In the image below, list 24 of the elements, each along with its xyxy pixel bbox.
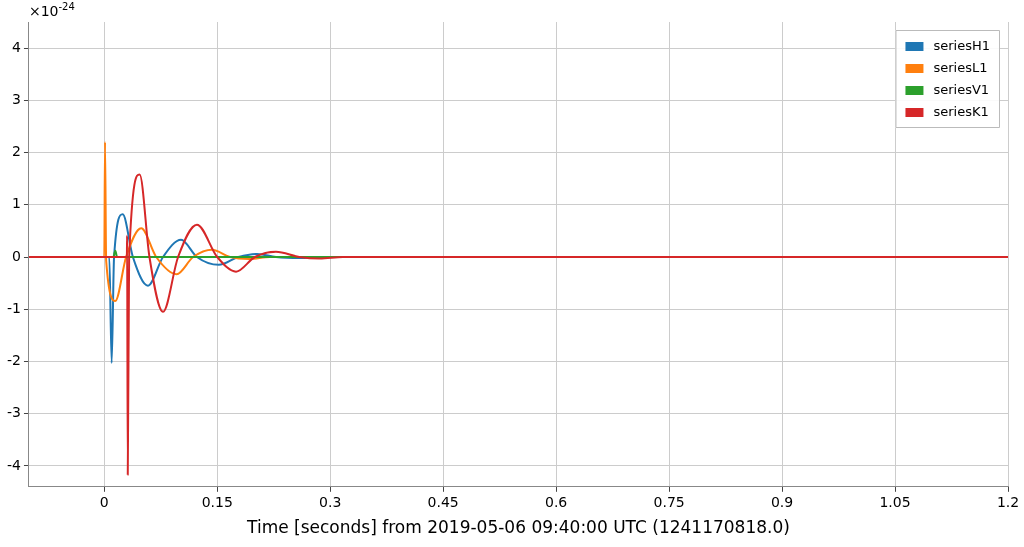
x-tick-label: 0.15 [201,493,233,510]
legend-label: seriesH1 [933,38,990,54]
y-tick-label: 4 [12,38,22,55]
y-tick-label: -1 [6,299,21,316]
y-tick-label: 3 [12,90,21,107]
y-tick-label: 0 [12,247,21,264]
y-tick-label: 1 [12,195,21,212]
x-tick-label: 1.2 [996,493,1020,510]
legend-label: seriesK1 [933,104,989,120]
x-tick-label: 0.6 [545,493,568,510]
x-tick-label: 0 [99,493,109,510]
x-tick-label: 0.9 [770,493,794,510]
y-tick-label: 2 [12,143,21,160]
y-tick-label: -2 [6,352,21,369]
x-tick-label: 1.05 [879,493,911,510]
y-tick-label: -4 [6,456,22,473]
y-tick-label: -3 [6,404,21,421]
x-tick-label: 0.3 [319,493,342,510]
legend-label: seriesV1 [933,82,990,98]
legend-label: seriesL1 [933,60,988,76]
x-tick-label: 0.75 [653,493,685,510]
x-axis-title: Time [seconds] from 2019-05-06 09:40:00 UTC (1241170818.0) [246,517,790,538]
x-tick-label: 0.45 [427,493,459,510]
line-series [28,173,1008,476]
